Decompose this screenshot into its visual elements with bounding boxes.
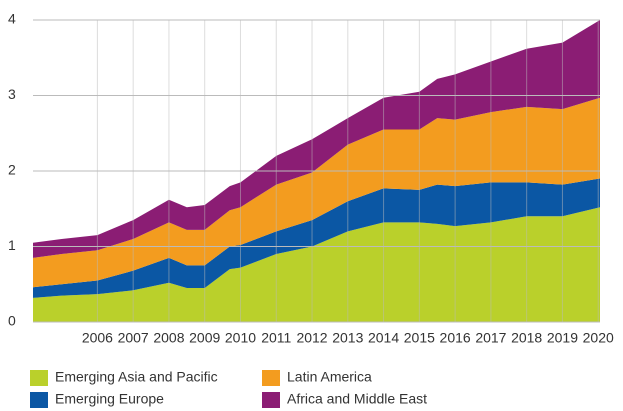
grid [33,19,600,323]
legend-label: Latin America [287,369,372,385]
legend-swatch [30,392,48,408]
x-tick-label: 2015 [404,330,435,346]
area [33,20,600,258]
legend-swatch [262,392,280,408]
legend-label: Africa and Middle East [287,391,427,407]
x-tick-label: 2014 [368,330,399,346]
x-tick-label: 2006 [82,330,113,346]
x-tick-label: 2019 [547,330,578,346]
y-tick-label: 0 [8,313,16,329]
x-tick-label: 2013 [332,330,363,346]
legend-label: Emerging Asia and Pacific [55,369,218,385]
x-tick-label: 2007 [118,330,149,346]
legend-label: Emerging Europe [55,391,164,407]
y-tick-label: 1 [8,237,16,253]
area [33,207,600,322]
x-tick-label: 2010 [225,330,256,346]
x-tick-label: 2016 [440,330,471,346]
x-tick-label: 2012 [296,330,327,346]
x-tick-label: 2017 [475,330,506,346]
legend-swatch [30,370,48,386]
area [33,97,600,288]
area [33,178,600,298]
y-tick-label: 2 [8,162,16,178]
legend-swatch [262,370,280,386]
x-tick-label: 2011 [261,330,291,346]
x-tick-label: 2009 [189,330,220,346]
y-tick-label: 3 [8,86,16,102]
x-tick-label: 2008 [153,330,184,346]
y-tick-label: 4 [8,11,16,27]
x-tick-label: 2018 [511,330,542,346]
x-tick-label: 2020 [583,330,614,346]
